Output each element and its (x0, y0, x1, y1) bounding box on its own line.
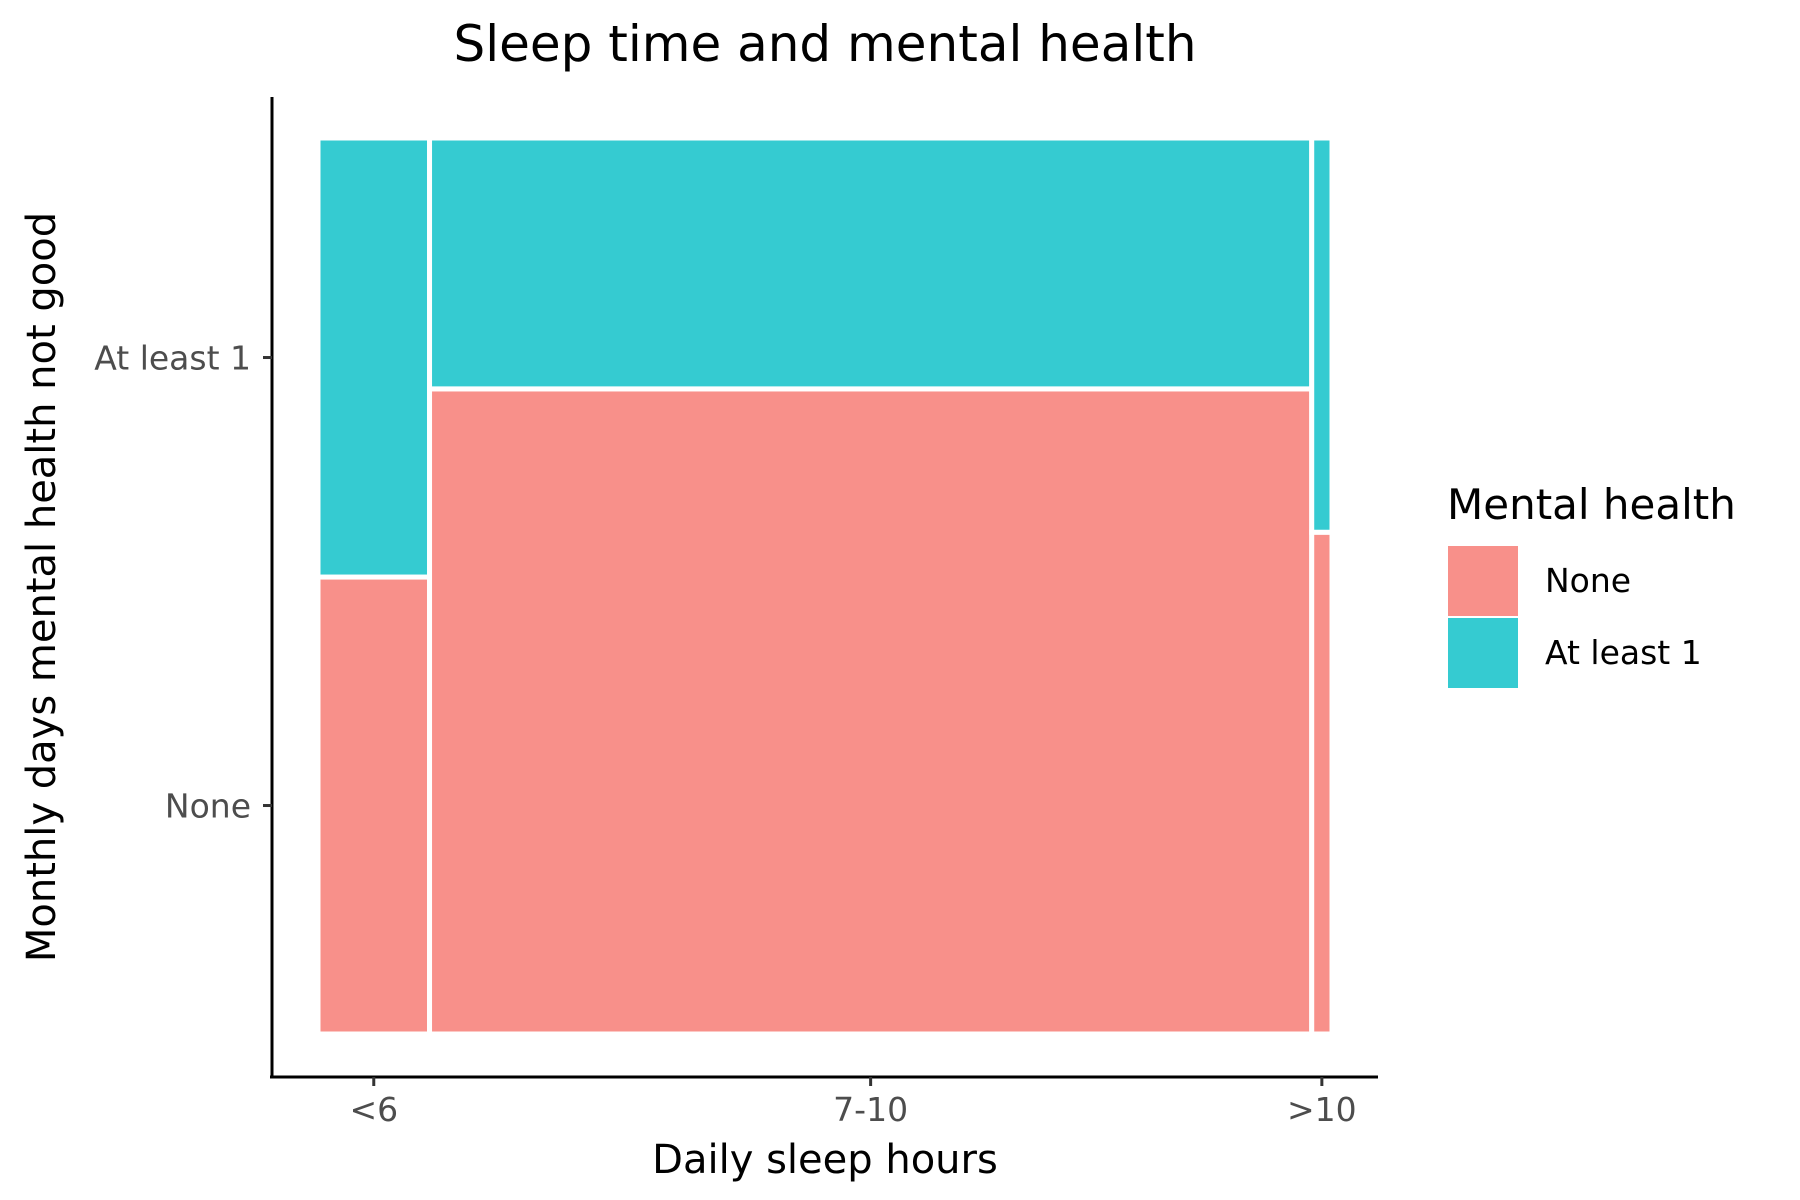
tile-gt10-none (1309, 529, 1335, 1037)
y-ticks: None At least 1 (94, 339, 272, 826)
tile-7-10-none (427, 386, 1315, 1037)
x-ticks: <6 7-10 >10 (349, 1077, 1357, 1129)
chart-title: Sleep time and mental health (453, 15, 1196, 73)
legend-title: Mental health (1447, 480, 1736, 529)
y-tick-label: None (165, 787, 251, 826)
y-axis-title: Monthly days mental health not good (19, 212, 65, 962)
tile-7-10-at-least-1 (427, 135, 1315, 392)
legend: Mental health None At least 1 (1446, 480, 1736, 690)
tile-lt6-at-least-1 (315, 135, 433, 580)
legend-key-none (1446, 544, 1520, 618)
legend-key-at-least-1 (1446, 616, 1520, 690)
x-tick-label: 7-10 (833, 1090, 908, 1129)
legend-label-at-least-1: At least 1 (1545, 633, 1702, 672)
tile-lt6-none (315, 574, 433, 1037)
tile-gt10-at-least-1 (1309, 135, 1335, 535)
plot-tiles (315, 135, 1335, 1037)
y-tick-label: At least 1 (94, 339, 251, 378)
legend-items: None At least 1 (1446, 544, 1702, 690)
legend-label-none: None (1545, 561, 1631, 600)
x-tick-label: <6 (349, 1090, 398, 1129)
x-axis-title: Daily sleep hours (652, 1137, 998, 1183)
x-tick-label: >10 (1287, 1090, 1357, 1129)
